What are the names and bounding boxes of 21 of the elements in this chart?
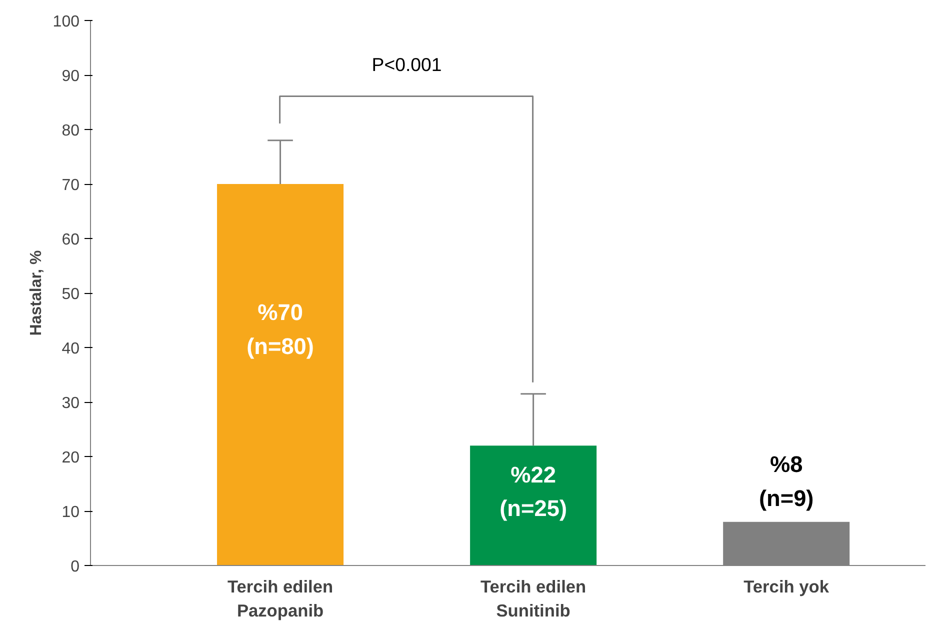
x-tick-label: Tercih edilen Pazopanib [227, 576, 334, 620]
y-tick-label: 70 [62, 177, 80, 194]
y-tick-label: 90 [62, 68, 80, 85]
y-tick-label: 60 [62, 232, 80, 248]
y-tick-label: 100 [52, 14, 80, 30]
data-label: %22 (n=25) [500, 461, 567, 522]
bar [217, 184, 344, 566]
data-label: %70 (n=80) [246, 299, 314, 359]
y-tick-label: 20 [62, 450, 80, 466]
data-label: %8 (n=9) [758, 451, 814, 511]
y-tick-label: 50 [62, 286, 80, 303]
x-tick-label: Tercih edilen Sunitinib [480, 576, 586, 620]
y-axis-title: Hastalar, % [28, 250, 45, 336]
y-tick-label: 10 [62, 504, 80, 521]
y-tick-label: 40 [62, 340, 80, 358]
y-tick-label: 80 [62, 122, 80, 140]
y-tick-label: 0 [70, 558, 80, 576]
annotation: P<0.001 [372, 54, 442, 75]
y-tick-label: 30 [62, 395, 80, 412]
bar [470, 446, 597, 566]
x-tick-label: Tercih yok [744, 576, 830, 596]
